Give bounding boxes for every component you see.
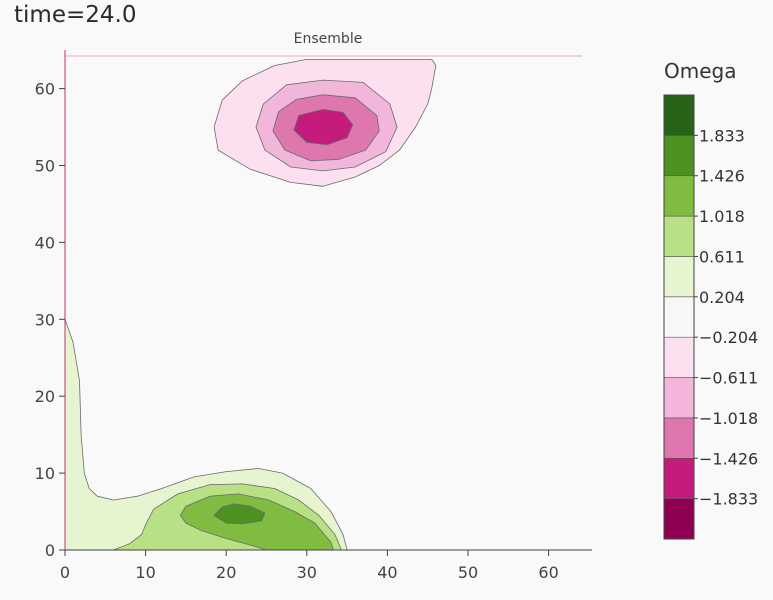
- figure-title: time=24.0: [14, 2, 137, 28]
- y-tick-label: 40: [35, 233, 55, 252]
- contour-level-neg1p426: [293, 109, 354, 146]
- colorbar-tick-label: −1.018: [699, 409, 758, 428]
- colorbar-tick-label: −0.204: [699, 328, 758, 347]
- colorbar-swatch: [663, 175, 695, 217]
- y-tick-label: 50: [35, 157, 55, 176]
- colorbar-tick-label: 0.611: [699, 247, 745, 266]
- colorbar-tick-label: −0.611: [699, 369, 758, 388]
- colorbar-swatch: [663, 498, 695, 540]
- colorbar-tick-label: 1.018: [699, 207, 745, 226]
- colorbar-swatch: [663, 256, 695, 298]
- colorbar: Omega 1.833 1.426 1.018 0.611 0.204 −0.204 −0.…: [663, 59, 758, 540]
- panel-title: Ensemble: [294, 31, 363, 47]
- colorbar-tick-label: 1.833: [699, 126, 745, 145]
- colorbar-tick-label: −1.833: [699, 490, 758, 509]
- colorbar-swatch: [663, 417, 695, 459]
- x-tick-label: 60: [538, 563, 558, 582]
- colorbar-swatches: [663, 94, 695, 540]
- colorbar-swatch: [663, 296, 695, 338]
- y-axis-ticks: 0 10 20 30 40 50 60: [35, 80, 65, 560]
- y-tick-label: 0: [45, 541, 55, 560]
- colorbar-swatch: [663, 336, 695, 378]
- x-tick-label: 10: [135, 563, 155, 582]
- colorbar-tick-label: −1.426: [699, 449, 758, 468]
- x-axis-ticks: 0 10 20 30 40 50 60: [60, 550, 559, 582]
- colorbar-swatch: [663, 94, 695, 136]
- colorbar-title: Omega: [664, 59, 736, 83]
- colorbar-frame: [663, 94, 695, 540]
- y-tick-label: 20: [35, 387, 55, 406]
- colorbar-swatch: [663, 135, 695, 177]
- contour-fills: [64, 59, 437, 551]
- colorbar-swatch: [663, 457, 695, 499]
- colorbar-swatch: [663, 377, 695, 419]
- colorbar-swatch: [663, 215, 695, 257]
- colorbar-tick-label: 0.204: [699, 288, 745, 307]
- x-tick-label: 20: [216, 563, 236, 582]
- colorbar-ticks: 1.833 1.426 1.018 0.611 0.204 −0.204 −0.611 −1.…: [694, 126, 758, 509]
- y-tick-label: 60: [35, 80, 55, 99]
- colorbar-tick-label: 1.426: [699, 167, 745, 186]
- x-tick-label: 30: [297, 563, 317, 582]
- y-tick-label: 10: [35, 464, 55, 483]
- contour-level-1p426: [213, 503, 266, 525]
- x-tick-label: 0: [60, 563, 70, 582]
- x-tick-label: 50: [458, 563, 478, 582]
- x-tick-label: 40: [377, 563, 397, 582]
- y-tick-label: 30: [35, 310, 55, 329]
